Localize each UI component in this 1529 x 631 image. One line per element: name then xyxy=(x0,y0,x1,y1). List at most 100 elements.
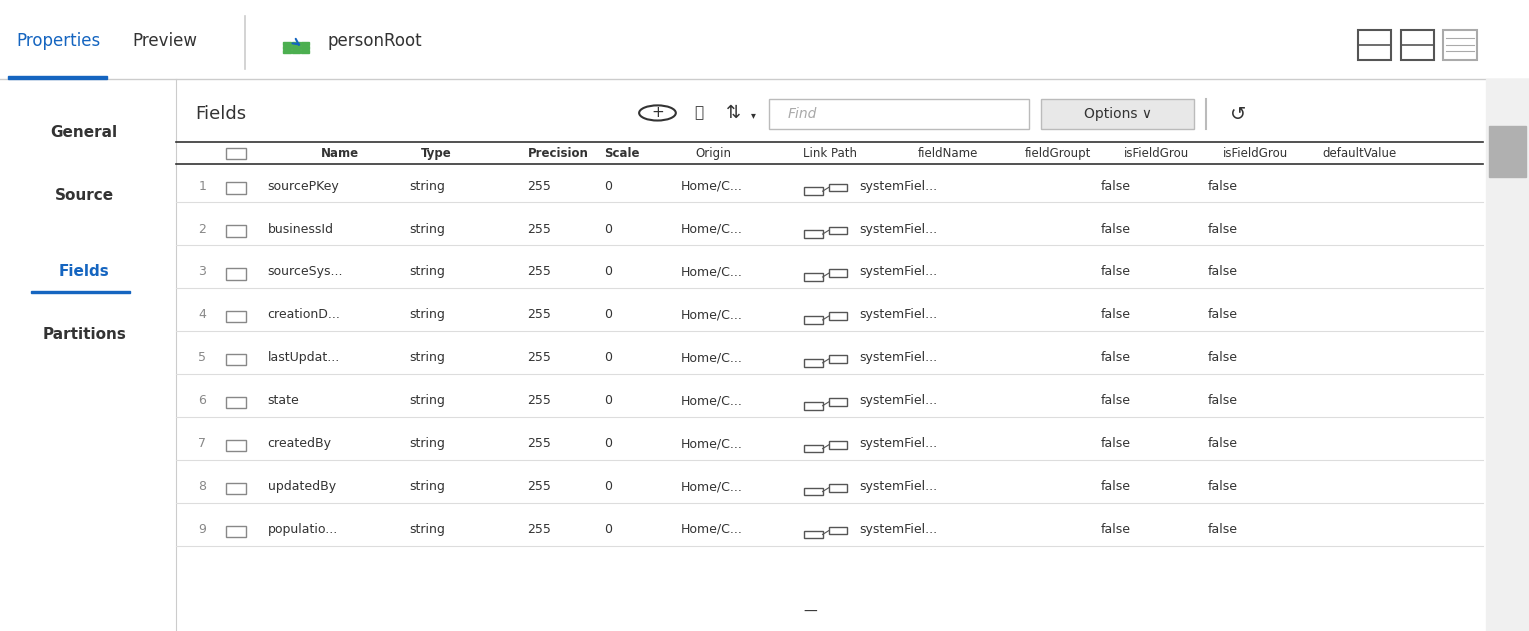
Text: false: false xyxy=(1208,351,1238,364)
Bar xyxy=(226,483,246,494)
Bar xyxy=(829,312,847,320)
Text: systemFiel...: systemFiel... xyxy=(859,480,937,493)
Text: string: string xyxy=(410,180,445,192)
Bar xyxy=(301,42,309,45)
Text: 0: 0 xyxy=(604,223,612,235)
Text: Source: Source xyxy=(55,188,113,203)
Bar xyxy=(226,354,246,365)
Text: Home/C...: Home/C... xyxy=(680,523,742,536)
Text: 255: 255 xyxy=(528,223,552,235)
Text: +: + xyxy=(651,105,664,121)
Text: Partitions: Partitions xyxy=(43,327,125,342)
Text: systemFiel...: systemFiel... xyxy=(859,394,937,407)
Text: false: false xyxy=(1101,394,1131,407)
Text: Properties: Properties xyxy=(15,32,101,50)
Bar xyxy=(804,230,823,238)
Text: populatio...: populatio... xyxy=(268,523,338,536)
Text: string: string xyxy=(410,351,445,364)
Bar xyxy=(292,46,300,49)
Text: 0: 0 xyxy=(604,394,612,407)
Text: false: false xyxy=(1208,309,1238,321)
Text: 255: 255 xyxy=(528,309,552,321)
Text: Precision: Precision xyxy=(528,147,589,160)
Text: false: false xyxy=(1208,180,1238,192)
Bar xyxy=(226,397,246,408)
Text: false: false xyxy=(1208,223,1238,235)
Bar xyxy=(829,527,847,534)
Text: false: false xyxy=(1208,523,1238,536)
Text: systemFiel...: systemFiel... xyxy=(859,266,937,278)
Bar xyxy=(829,184,847,191)
Bar xyxy=(226,311,246,322)
Text: false: false xyxy=(1101,180,1131,192)
Text: 6: 6 xyxy=(199,394,206,407)
Text: string: string xyxy=(410,266,445,278)
Text: 8: 8 xyxy=(199,480,206,493)
Text: false: false xyxy=(1208,437,1238,450)
FancyBboxPatch shape xyxy=(1041,99,1194,129)
Bar xyxy=(804,531,823,538)
Text: Home/C...: Home/C... xyxy=(680,223,742,235)
Text: sourcePKey: sourcePKey xyxy=(268,180,339,192)
Bar xyxy=(804,316,823,324)
Text: Link Path: Link Path xyxy=(803,147,856,160)
Bar xyxy=(283,50,291,53)
Text: businessId: businessId xyxy=(268,223,333,235)
Text: false: false xyxy=(1208,480,1238,493)
Text: Home/C...: Home/C... xyxy=(680,309,742,321)
Text: 3: 3 xyxy=(199,266,206,278)
Text: Fields: Fields xyxy=(58,264,110,279)
Text: 0: 0 xyxy=(604,480,612,493)
Text: 255: 255 xyxy=(528,180,552,192)
Text: fieldName: fieldName xyxy=(917,147,977,160)
Bar xyxy=(283,42,291,45)
Bar xyxy=(226,148,246,159)
Text: ⇅: ⇅ xyxy=(726,104,742,122)
Text: 255: 255 xyxy=(528,394,552,407)
Text: Name: Name xyxy=(321,147,359,160)
Text: 1: 1 xyxy=(199,180,206,192)
Text: systemFiel...: systemFiel... xyxy=(859,437,937,450)
Text: false: false xyxy=(1101,351,1131,364)
Bar xyxy=(1489,126,1526,177)
Bar xyxy=(804,402,823,410)
Text: 255: 255 xyxy=(528,523,552,536)
Text: systemFiel...: systemFiel... xyxy=(859,309,937,321)
Text: 0: 0 xyxy=(604,351,612,364)
Text: false: false xyxy=(1101,480,1131,493)
Bar xyxy=(31,291,130,293)
Text: systemFiel...: systemFiel... xyxy=(859,223,937,235)
Bar xyxy=(226,268,246,280)
Text: string: string xyxy=(410,480,445,493)
Text: string: string xyxy=(410,394,445,407)
Text: 5: 5 xyxy=(199,351,206,364)
Text: false: false xyxy=(1101,309,1131,321)
FancyBboxPatch shape xyxy=(769,99,1029,129)
Text: sourceSys...: sourceSys... xyxy=(268,266,342,278)
Text: 🗑: 🗑 xyxy=(694,105,703,121)
Text: fieldGroupt: fieldGroupt xyxy=(1024,147,1090,160)
Text: Home/C...: Home/C... xyxy=(680,437,742,450)
Bar xyxy=(804,445,823,452)
Text: false: false xyxy=(1208,394,1238,407)
Bar xyxy=(226,440,246,451)
Bar xyxy=(829,227,847,234)
Bar xyxy=(829,484,847,492)
Text: 7: 7 xyxy=(199,437,206,450)
Text: false: false xyxy=(1101,223,1131,235)
Text: 4: 4 xyxy=(199,309,206,321)
Text: General: General xyxy=(50,125,118,140)
Text: isFieldGrou: isFieldGrou xyxy=(1223,147,1289,160)
Text: false: false xyxy=(1208,266,1238,278)
Text: 255: 255 xyxy=(528,266,552,278)
Text: Home/C...: Home/C... xyxy=(680,351,742,364)
Bar xyxy=(829,355,847,363)
Bar xyxy=(804,488,823,495)
Bar xyxy=(804,187,823,195)
Bar xyxy=(226,182,246,194)
Text: 0: 0 xyxy=(604,437,612,450)
Text: lastUpdat...: lastUpdat... xyxy=(268,351,339,364)
Bar xyxy=(804,273,823,281)
Text: 0: 0 xyxy=(604,309,612,321)
Bar xyxy=(829,441,847,449)
